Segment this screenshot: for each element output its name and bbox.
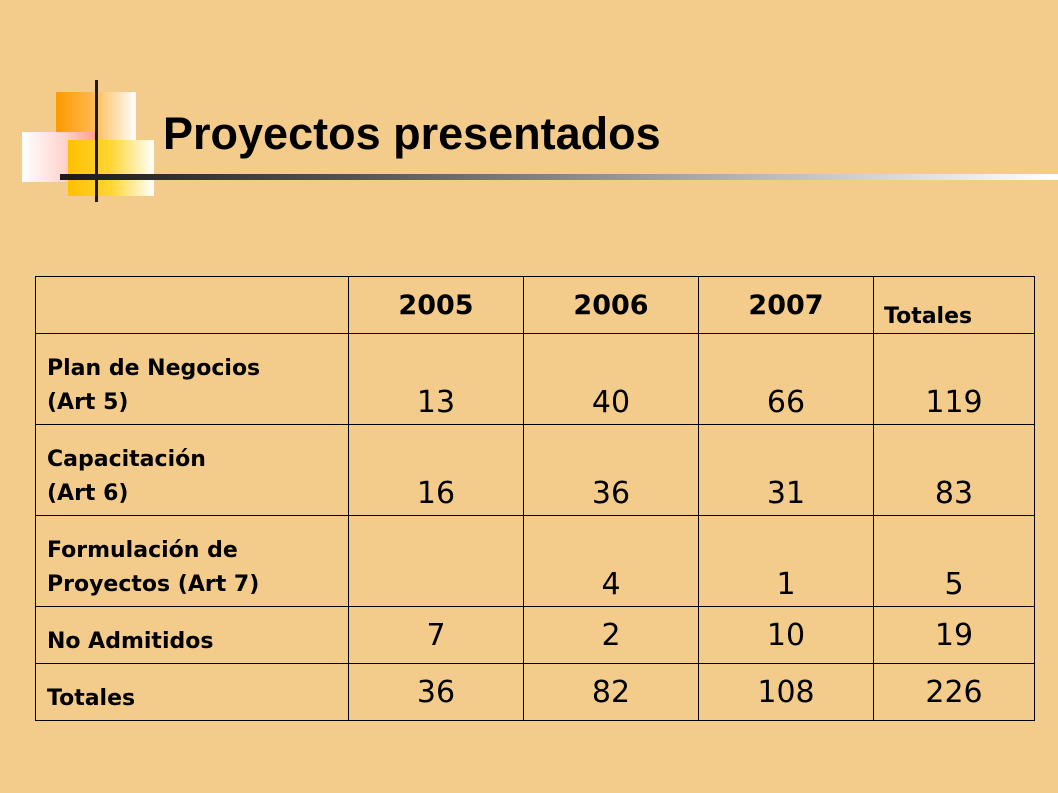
cell-value: 16 [348,424,524,516]
cell-value: 226 [873,663,1035,721]
title-underline [60,174,1058,180]
header-cell-2006: 2006 [523,276,699,334]
logo-yellow-square [68,140,154,196]
row-label-line: Formulación de [47,538,238,563]
table-row: Formulación de Proyectos (Art 7) 4 1 5 [35,515,1035,607]
row-label: Capacitación (Art 6) [35,424,349,516]
cell-value: 19 [873,606,1035,664]
cell-value: 31 [698,424,874,516]
cell-value: 2 [523,606,699,664]
cell-value [348,515,524,607]
slide-title: Proyectos presentados [163,108,661,159]
row-label-line: (Art 5) [47,390,129,415]
header-cell-2007: 2007 [698,276,874,334]
row-label: No Admitidos [35,606,349,664]
row-label: Formulación de Proyectos (Art 7) [35,515,349,607]
table-row: No Admitidos 7 2 10 19 [35,606,1035,664]
cell-value: 40 [523,333,699,425]
row-label-line: Capacitación [47,447,206,472]
cell-value: 1 [698,515,874,607]
cell-value: 119 [873,333,1035,425]
header-cell-empty [35,276,349,334]
cell-value: 10 [698,606,874,664]
row-label: Plan de Negocios (Art 5) [35,333,349,425]
cell-value: 83 [873,424,1035,516]
projects-table: 2005 2006 2007 Totales Plan de Negocios … [35,276,1035,721]
cell-value: 4 [523,515,699,607]
row-label-line: (Art 6) [47,481,129,506]
table-row: Plan de Negocios (Art 5) 13 40 66 119 [35,333,1035,425]
cell-value: 13 [348,333,524,425]
cell-value: 7 [348,606,524,664]
row-label-line: Totales [47,686,136,711]
row-label-line: Proyectos (Art 7) [47,572,260,597]
cell-value: 5 [873,515,1035,607]
cell-value: 108 [698,663,874,721]
row-label-line: Plan de Negocios [47,356,261,381]
cell-value: 82 [523,663,699,721]
cell-value: 36 [348,663,524,721]
table-header-row: 2005 2006 2007 Totales [35,276,1035,334]
row-label: Totales [35,663,349,721]
row-label-line: No Admitidos [47,629,214,654]
logo-vertical-line [95,80,98,202]
table-totals-row: Totales 36 82 108 226 [35,663,1035,721]
header-cell-totales: Totales [873,276,1035,334]
cell-value: 66 [698,333,874,425]
header-cell-2005: 2005 [348,276,524,334]
cell-value: 36 [523,424,699,516]
table-row: Capacitación (Art 6) 16 36 31 83 [35,424,1035,516]
